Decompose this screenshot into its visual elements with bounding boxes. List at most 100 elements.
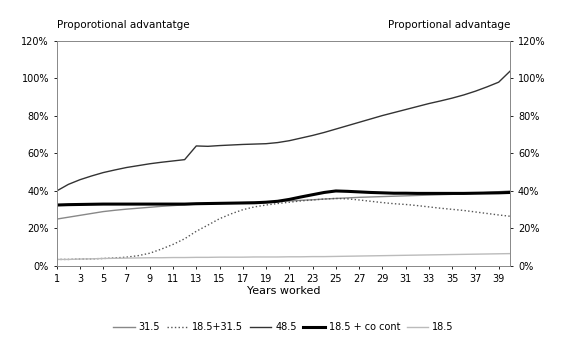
31.5 xyxy=(123,207,130,211)
31.5 xyxy=(437,193,444,197)
18.5 + co cont xyxy=(123,202,130,206)
31.5 xyxy=(425,193,432,197)
48.5 xyxy=(135,164,142,168)
18.5+31.5 xyxy=(263,203,269,207)
48.5 xyxy=(65,182,72,187)
18.5 xyxy=(205,255,211,260)
48.5 xyxy=(495,80,502,84)
48.5 xyxy=(274,140,281,145)
18.5+31.5 xyxy=(391,202,397,206)
48.5 xyxy=(170,159,176,163)
18.5+31.5 xyxy=(123,255,130,259)
18.5 + co cont xyxy=(77,203,83,207)
Line: 48.5: 48.5 xyxy=(57,71,510,191)
18.5+31.5 xyxy=(88,257,95,261)
18.5 + co cont xyxy=(251,201,258,205)
18.5 + co cont xyxy=(507,190,514,194)
18.5 + co cont xyxy=(425,191,432,195)
18.5 xyxy=(170,255,176,260)
18.5 xyxy=(53,257,60,262)
18.5 xyxy=(309,254,316,259)
18.5+31.5 xyxy=(158,247,165,251)
18.5 xyxy=(181,255,188,260)
X-axis label: Years worked: Years worked xyxy=(247,286,320,296)
31.5 xyxy=(367,195,374,199)
18.5+31.5 xyxy=(460,208,467,212)
18.5+31.5 xyxy=(379,201,386,205)
48.5 xyxy=(263,142,269,146)
18.5 xyxy=(367,254,374,258)
18.5+31.5 xyxy=(402,203,409,207)
18.5+31.5 xyxy=(437,206,444,210)
18.5+31.5 xyxy=(344,197,351,201)
31.5 xyxy=(239,201,246,205)
18.5 + co cont xyxy=(460,191,467,195)
18.5 xyxy=(460,252,467,256)
18.5 + co cont xyxy=(309,193,316,197)
31.5 xyxy=(65,215,72,219)
18.5+31.5 xyxy=(274,202,281,206)
18.5+31.5 xyxy=(309,198,316,202)
48.5 xyxy=(448,96,455,100)
18.5 xyxy=(146,256,153,260)
31.5 xyxy=(181,203,188,207)
18.5 xyxy=(123,256,130,260)
48.5 xyxy=(123,165,130,169)
18.5 xyxy=(286,255,293,259)
48.5 xyxy=(391,110,397,115)
18.5+31.5 xyxy=(65,257,72,262)
18.5 + co cont xyxy=(100,202,107,206)
18.5 + co cont xyxy=(170,202,176,206)
48.5 xyxy=(286,139,293,143)
31.5 xyxy=(402,194,409,198)
18.5+31.5 xyxy=(193,229,200,233)
18.5 + co cont xyxy=(472,191,479,195)
31.5 xyxy=(286,199,293,203)
18.5 + co cont xyxy=(332,189,339,193)
18.5 xyxy=(274,255,281,259)
18.5+31.5 xyxy=(507,214,514,218)
18.5+31.5 xyxy=(216,217,223,221)
Line: 18.5+31.5: 18.5+31.5 xyxy=(57,198,510,260)
18.5 xyxy=(65,257,72,262)
18.5+31.5 xyxy=(53,257,60,262)
18.5 + co cont xyxy=(356,190,362,194)
18.5 xyxy=(158,256,165,260)
18.5 xyxy=(88,257,95,261)
48.5 xyxy=(472,89,479,93)
18.5 xyxy=(448,252,455,256)
18.5 + co cont xyxy=(193,202,200,206)
18.5 xyxy=(77,257,83,261)
31.5 xyxy=(484,190,490,194)
18.5 + co cont xyxy=(205,202,211,206)
18.5 xyxy=(332,254,339,258)
31.5 xyxy=(53,217,60,221)
18.5 xyxy=(112,256,119,260)
18.5+31.5 xyxy=(239,208,246,212)
31.5 xyxy=(205,202,211,206)
31.5 xyxy=(507,189,514,193)
18.5 + co cont xyxy=(158,202,165,206)
18.5 + co cont xyxy=(135,202,142,206)
31.5 xyxy=(170,204,176,208)
18.5 + co cont xyxy=(391,191,397,195)
48.5 xyxy=(228,143,235,147)
31.5 xyxy=(309,198,316,202)
18.5+31.5 xyxy=(448,207,455,211)
18.5 + co cont xyxy=(53,203,60,207)
48.5 xyxy=(181,158,188,162)
48.5 xyxy=(402,107,409,112)
18.5 xyxy=(391,253,397,257)
18.5 + co cont xyxy=(344,189,351,193)
48.5 xyxy=(251,142,258,146)
18.5+31.5 xyxy=(298,199,304,203)
18.5 xyxy=(507,252,514,256)
31.5 xyxy=(274,199,281,204)
31.5 xyxy=(112,208,119,212)
18.5 + co cont xyxy=(367,190,374,194)
48.5 xyxy=(193,144,200,148)
18.5 + co cont xyxy=(298,195,304,199)
48.5 xyxy=(100,170,107,175)
48.5 xyxy=(507,69,514,73)
18.5 + co cont xyxy=(216,201,223,205)
